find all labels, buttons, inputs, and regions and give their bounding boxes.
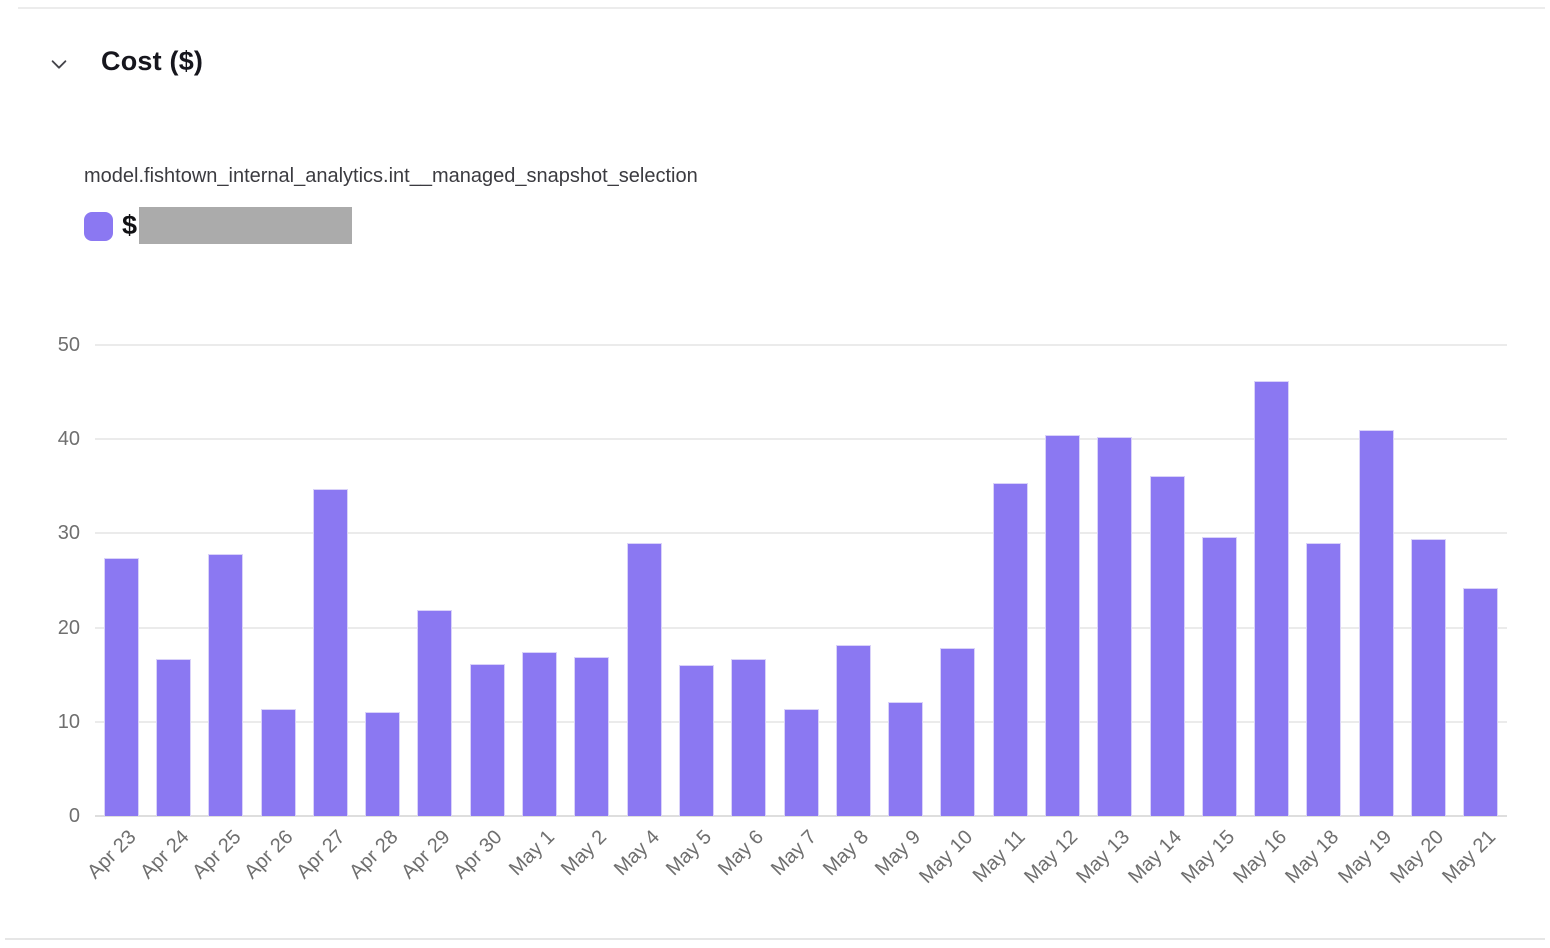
x-axis-tick-label: May 21 [1438,826,1501,888]
x-axis-line [95,815,1507,817]
x-axis-tick-label: May 18 [1281,826,1344,888]
gridline [95,626,1507,629]
bar-apr-27[interactable] [312,489,348,816]
y-axis-tick-label: 10 [57,710,80,733]
bar-may-13[interactable] [1097,437,1133,816]
bar-apr-29[interactable] [417,609,453,816]
bar-may-19[interactable] [1358,429,1394,816]
bar-may-1[interactable] [522,652,558,816]
y-axis-tick-label: 20 [57,616,80,639]
bar-may-6[interactable] [731,658,767,816]
bar-may-2[interactable] [574,656,610,816]
x-axis-tick-label: May 2 [557,826,612,881]
legend-swatch [84,211,113,241]
bar-may-8[interactable] [835,645,871,816]
x-axis-tick-label: Apr 29 [397,826,455,884]
x-axis-tick-label: May 14 [1124,826,1187,888]
x-axis-tick-label: Apr 30 [449,826,507,884]
legend-value-redacted [139,206,353,244]
chevron-down-icon[interactable] [48,53,70,75]
bar-apr-28[interactable] [365,712,401,816]
gridline [95,344,1507,346]
bar-may-5[interactable] [678,665,714,816]
bar-may-11[interactable] [992,483,1028,816]
x-axis-tick-label: May 7 [766,826,821,881]
x-axis-tick-label: May 16 [1229,826,1292,888]
y-axis-tick-label: 30 [57,522,80,545]
x-axis-tick-label: Apr 24 [135,826,193,884]
x-axis-tick-label: May 10 [915,826,978,888]
section-header: Cost ($) [48,46,203,77]
x-axis-tick-label: May 5 [661,826,716,881]
legend-value-prefix: $ [122,209,138,240]
x-axis-tick-label: May 20 [1386,826,1449,888]
x-axis-tick-label: May 4 [609,826,664,881]
x-axis-tick-label: Apr 23 [83,826,141,884]
x-axis-tick-label: May 15 [1176,826,1239,888]
x-axis-tick-label: May 12 [1020,826,1083,888]
bar-may-7[interactable] [783,708,819,816]
bar-may-21[interactable] [1463,588,1499,816]
bar-may-16[interactable] [1254,380,1290,816]
bar-may-20[interactable] [1411,539,1447,816]
panel-bottom-divider [5,938,1545,940]
x-axis-tick-label: May 8 [818,826,873,881]
series-label: model.fishtown_internal_analytics.int__m… [84,165,698,187]
y-axis-tick-label: 0 [68,805,80,827]
section-title: Cost ($) [101,46,204,76]
x-axis-tick-label: Apr 25 [188,826,246,884]
bar-may-12[interactable] [1044,435,1080,816]
bar-apr-25[interactable] [208,554,244,816]
x-axis-tick-label: May 6 [714,826,769,881]
bar-apr-24[interactable] [155,658,191,816]
bar-apr-30[interactable] [469,664,505,816]
bar-may-18[interactable] [1306,542,1342,816]
bar-apr-23[interactable] [103,557,139,816]
gridline [95,532,1507,535]
bar-may-14[interactable] [1149,475,1185,816]
bar-may-4[interactable] [626,542,662,816]
bar-may-10[interactable] [940,648,976,816]
y-axis-tick-label: 40 [57,428,80,451]
y-axis-tick-label: 50 [57,334,80,356]
panel-top-divider [18,7,1545,9]
x-axis-tick-label: May 19 [1333,826,1396,888]
legend: $ [84,206,353,244]
bar-apr-26[interactable] [260,708,296,816]
x-axis-tick-label: May 11 [968,826,1030,887]
bar-may-9[interactable] [888,702,924,816]
x-axis-tick-label: Apr 26 [240,826,298,884]
bar-may-15[interactable] [1201,537,1237,816]
gridline [95,438,1507,441]
x-axis-tick-label: May 13 [1072,826,1135,888]
x-axis-tick-label: Apr 28 [344,826,403,884]
x-axis-tick-label: Apr 27 [292,826,350,884]
x-axis-tick-label: May 1 [505,826,560,881]
